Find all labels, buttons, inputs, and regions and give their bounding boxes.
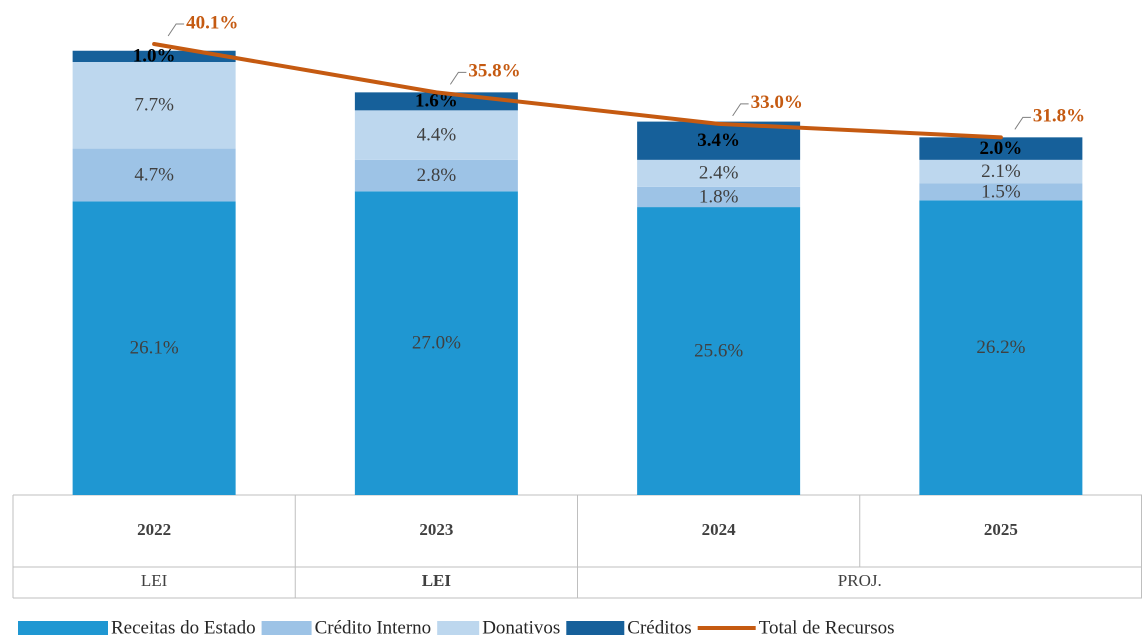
legend-label: Donativos [482, 617, 560, 638]
bar-segment [72, 50, 236, 62]
x-tick-label: 2022 [137, 520, 171, 539]
x-tick-label: 2024 [702, 520, 737, 539]
bar-segment [354, 110, 518, 160]
legend-label: Total de Recursos [759, 617, 895, 638]
x-tick-label: 2025 [984, 520, 1018, 539]
bar-segment [637, 207, 801, 495]
legend-label: Receitas do Estado [111, 617, 256, 638]
value-label: 40.1% [186, 12, 238, 33]
leader-line [167, 23, 185, 37]
bar-segment [354, 191, 518, 495]
bar-segment [919, 200, 1083, 495]
value-label: 25.6% [694, 340, 743, 361]
bar-segment [919, 137, 1083, 160]
legend-swatch [566, 621, 625, 635]
value-label: 2.4% [699, 163, 739, 184]
value-label: 26.1% [130, 338, 179, 359]
legend-label: Créditos [627, 617, 691, 638]
value-label: 1.0% [133, 46, 176, 67]
value-label: 35.8% [468, 61, 520, 82]
value-label: 2.0% [980, 138, 1023, 159]
bar-segment [72, 148, 236, 202]
legend-swatch [18, 621, 108, 635]
leader-line [732, 103, 749, 117]
legend-label: Crédito Interno [315, 617, 432, 638]
value-label: 26.2% [976, 337, 1025, 358]
value-label: 4.7% [134, 164, 174, 185]
bar-segment [919, 159, 1083, 184]
value-label: 27.0% [412, 333, 461, 354]
x-tick-label: 2023 [419, 520, 453, 539]
group-label: PROJ. [838, 571, 882, 590]
value-label: 31.8% [1033, 106, 1085, 127]
bar-segment [72, 61, 236, 149]
value-label: 4.4% [417, 124, 457, 145]
bar-segment [637, 186, 801, 208]
value-label: 1.6% [415, 91, 458, 112]
value-label: 7.7% [134, 95, 174, 116]
legend-swatch [261, 621, 312, 635]
bar-segment [637, 159, 801, 187]
value-label: 1.8% [699, 186, 739, 207]
bar-segment [354, 159, 518, 192]
group-label: LEI [141, 571, 168, 590]
bar-segment [919, 183, 1083, 201]
group-label: LEI [422, 571, 452, 590]
value-label: 3.4% [697, 130, 740, 151]
value-label: 2.8% [417, 165, 457, 186]
leader-line [449, 71, 467, 85]
value-label: 2.1% [981, 161, 1021, 182]
line [152, 42, 1003, 140]
legend-swatch [437, 621, 480, 635]
bar-segment [72, 201, 236, 495]
value-label: 1.5% [981, 181, 1021, 202]
value-label: 33.0% [751, 92, 803, 113]
leader-line [1014, 116, 1031, 130]
